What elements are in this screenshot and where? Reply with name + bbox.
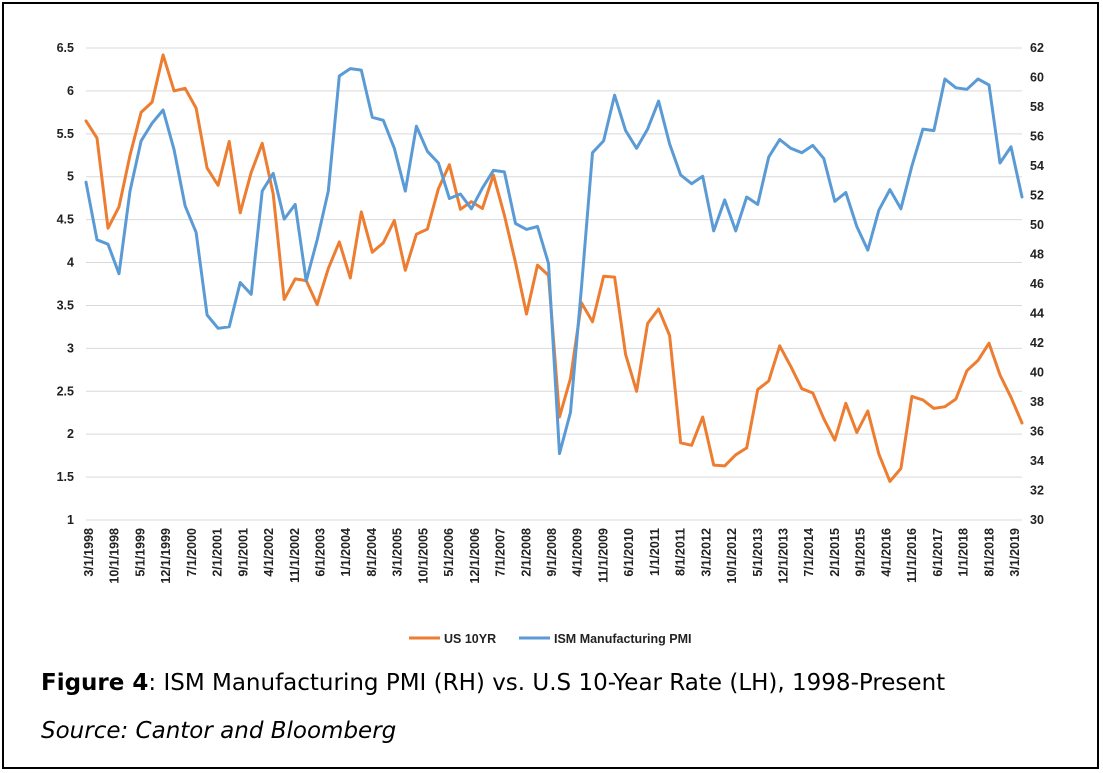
x-tick-label: 12/1/1999: [159, 528, 173, 584]
line-chart: 1 1.5 2 2.5 3 3.5 4 4.5 5 5.5 6 6.5 30 32 34 36 38 40 42 4…: [57, 41, 1044, 646]
x-tick-label: 8/1/2011: [674, 528, 688, 576]
left-tick-label: 3.5: [57, 298, 74, 312]
left-tick-label: 3: [67, 341, 74, 355]
x-tick-label: 4/1/2002: [262, 528, 276, 577]
x-tick-label: 1/1/2018: [957, 528, 971, 577]
x-tick-label: 11/1/2009: [596, 528, 610, 583]
left-tick-label: 2: [67, 427, 74, 441]
legend: US 10YR ISM Manufacturing PMI: [409, 632, 692, 646]
legend-label-ism: ISM Manufacturing PMI: [554, 632, 692, 646]
right-tick-label: 42: [1030, 336, 1044, 350]
x-tick-label: 8/1/2018: [982, 528, 996, 577]
left-tick-label: 6: [67, 84, 74, 98]
x-tick-label: 1/1/2011: [648, 528, 662, 576]
figure-caption: Figure 4: ISM Manufacturing PMI (RH) vs.…: [41, 670, 945, 696]
x-tick-label: 11/1/2002: [288, 528, 302, 583]
x-tick-label: 9/1/2015: [854, 528, 868, 577]
x-tick-label: 2/1/2008: [519, 528, 533, 577]
left-tick-label: 1: [67, 513, 74, 527]
x-tick-label: 2/1/2001: [211, 528, 225, 577]
series-layer: [84, 53, 1024, 483]
right-axis-ticks: 30 32 34 36 38 40 42 44 46 48 50 52 54 56 58 60 62: [1030, 41, 1044, 527]
caption-text: : ISM Manufacturing PMI (RH) vs. U.S 10-…: [148, 670, 946, 696]
right-tick-label: 46: [1030, 277, 1044, 291]
series-line-ism: [84, 67, 1024, 456]
right-tick-label: 52: [1030, 189, 1044, 203]
series-line-us10yr: [84, 53, 1024, 483]
x-tick-label: 6/1/2017: [931, 528, 945, 577]
right-tick-label: 44: [1030, 307, 1044, 321]
x-tick-label: 7/1/2000: [185, 528, 199, 577]
right-tick-label: 48: [1030, 248, 1044, 262]
right-tick-label: 34: [1030, 454, 1044, 468]
x-tick-label: 12/1/2013: [777, 528, 791, 584]
x-tick-label: 1/1/2004: [339, 528, 353, 577]
x-tick-label: 3/1/2005: [391, 528, 405, 577]
x-tick-label: 9/1/2001: [236, 528, 250, 577]
x-tick-label: 8/1/2004: [365, 528, 379, 577]
x-tick-label: 5/1/2006: [442, 528, 456, 577]
left-axis-ticks: 1 1.5 2 2.5 3 3.5 4 4.5 5 5.5 6 6.5: [57, 41, 74, 527]
x-tick-label: 3/1/2012: [699, 528, 713, 577]
x-tick-label: 9/1/2008: [545, 528, 559, 577]
right-tick-label: 54: [1030, 159, 1044, 173]
caption-label: Figure 4: [41, 670, 149, 696]
x-tick-label: 10/1/2012: [725, 528, 739, 584]
right-tick-label: 40: [1030, 366, 1044, 380]
left-tick-label: 5: [67, 170, 74, 184]
x-tick-label: 2/1/2015: [828, 528, 842, 577]
x-tick-label: 10/1/2005: [416, 528, 430, 584]
x-tick-label: 5/1/1999: [133, 528, 147, 577]
x-tick-label: 12/1/2006: [468, 528, 482, 584]
figure-source: Source: Cantor and Bloomberg: [41, 718, 397, 744]
right-tick-label: 32: [1030, 484, 1044, 498]
right-tick-label: 60: [1030, 71, 1044, 85]
x-tick-label: 6/1/2003: [314, 528, 328, 577]
x-tick-label: 11/1/2016: [905, 528, 919, 583]
x-tick-label: 5/1/2013: [751, 528, 765, 577]
right-tick-label: 56: [1030, 130, 1044, 144]
x-tick-label: 7/1/2014: [802, 528, 816, 577]
x-tick-label: 3/1/1998: [82, 528, 96, 577]
x-tick-label: 10/1/1998: [108, 528, 122, 584]
x-tick-label: 4/1/2016: [879, 528, 893, 577]
gridlines: [86, 47, 1022, 521]
right-tick-label: 30: [1030, 513, 1044, 527]
left-tick-label: 4: [67, 256, 74, 270]
right-tick-label: 58: [1030, 100, 1044, 114]
legend-label-us10yr: US 10YR: [444, 632, 496, 646]
left-tick-label: 4.5: [57, 213, 74, 227]
x-tick-label: 3/1/2019: [1008, 528, 1022, 577]
x-tick-label: 7/1/2007: [494, 528, 508, 577]
x-tick-label: 4/1/2009: [571, 528, 585, 577]
right-tick-label: 38: [1030, 395, 1044, 409]
left-tick-label: 1.5: [57, 470, 74, 484]
right-tick-label: 62: [1030, 41, 1044, 55]
left-tick-label: 6.5: [57, 41, 74, 55]
right-tick-label: 36: [1030, 425, 1044, 439]
x-tick-label: 6/1/2010: [622, 528, 636, 577]
x-axis-ticks: 3/1/1998 10/1/1998 5/1/1999 12/1/1999 7/1/20…: [82, 528, 1022, 584]
left-tick-label: 5.5: [57, 127, 74, 141]
right-tick-label: 50: [1030, 218, 1044, 232]
left-tick-label: 2.5: [57, 384, 74, 398]
